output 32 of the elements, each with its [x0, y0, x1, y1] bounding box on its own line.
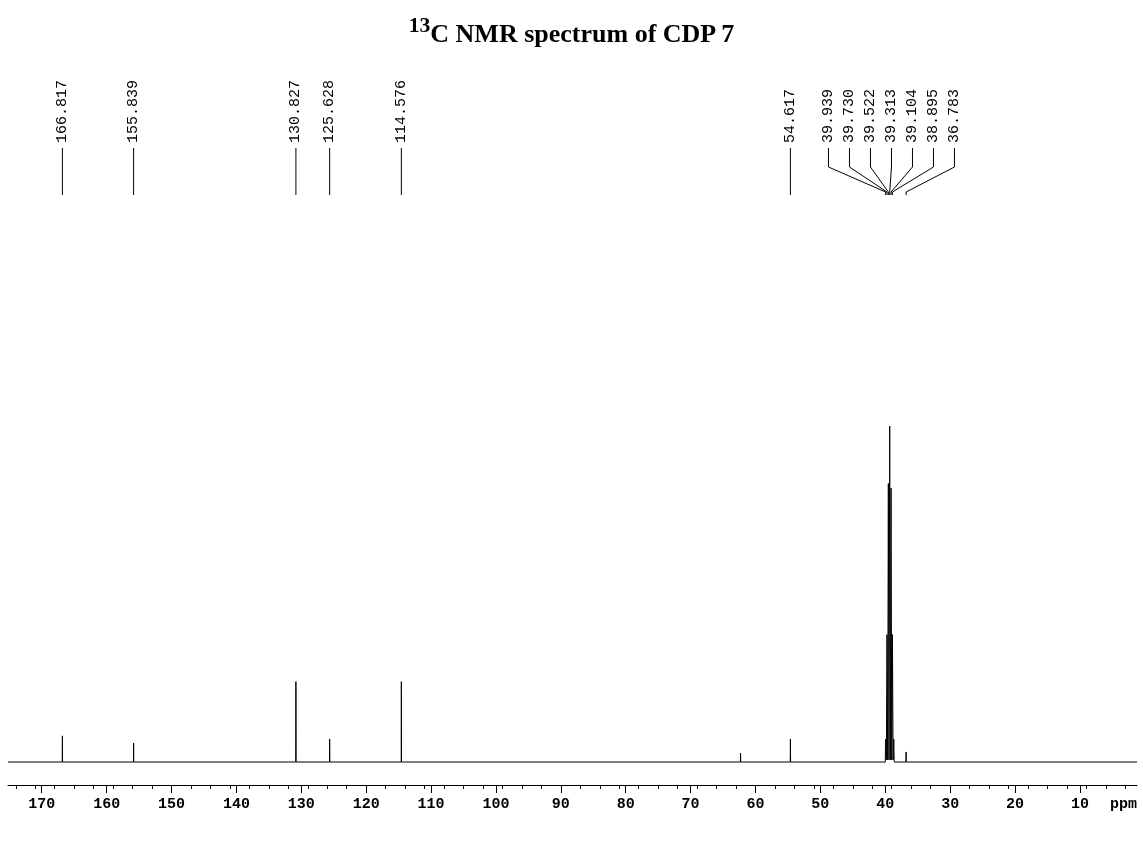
annotation: 166.817 — [53, 79, 71, 143]
annotation: 114.576 — [392, 79, 410, 143]
annotation: 125.628 — [321, 79, 339, 143]
x-tick-label: 60 — [746, 796, 765, 813]
x-tick-label: 160 — [93, 796, 121, 813]
x-tick-label: 130 — [287, 796, 315, 813]
annotation: 38.895 — [924, 88, 942, 143]
annotation: 155.839 — [125, 79, 143, 143]
x-tick-label: 40 — [876, 796, 895, 813]
x-tick-label: 90 — [551, 796, 570, 813]
x-tick-label: 20 — [1006, 796, 1025, 813]
annotation: 39.939 — [819, 88, 837, 143]
x-axis-title: ppm — [1110, 796, 1138, 813]
x-tick-label: 30 — [941, 796, 960, 813]
x-tick-label: 80 — [616, 796, 635, 813]
annotation: 39.313 — [882, 88, 900, 143]
x-tick-label: 50 — [811, 796, 830, 813]
x-tick-label: 120 — [352, 796, 380, 813]
annotation: 54.617 — [781, 88, 799, 143]
annotation: 39.730 — [840, 88, 858, 143]
x-tick-label: 100 — [482, 796, 510, 813]
x-tick-label: 140 — [222, 796, 250, 813]
x-tick-label: 150 — [158, 796, 186, 813]
x-tick-label: 70 — [681, 796, 700, 813]
x-tick-label: 110 — [417, 796, 445, 813]
chart-title: $^{13}$C NMR spectrum of CDP 7 — [407, 12, 736, 48]
annotation: 36.783 — [945, 88, 963, 143]
x-tick-label: 170 — [28, 796, 56, 813]
annotation: 39.104 — [903, 88, 921, 143]
annotation: 130.827 — [287, 79, 305, 143]
annotation: 39.522 — [861, 88, 879, 143]
x-tick-label: 10 — [1070, 796, 1089, 813]
